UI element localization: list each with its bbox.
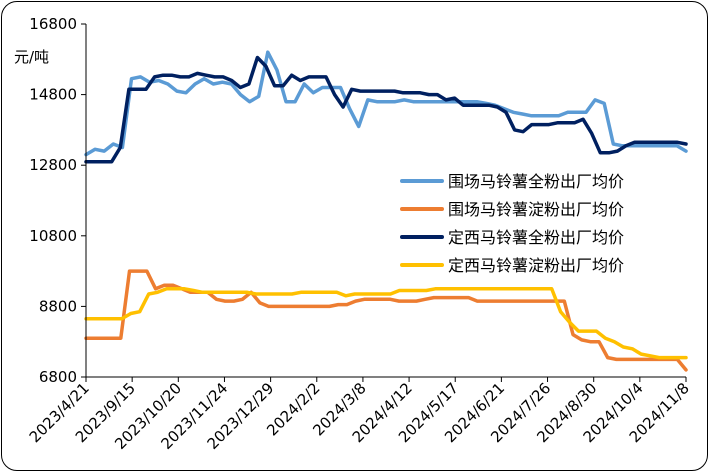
series-line-0: [84, 50, 688, 157]
y-axis-unit-label: 元/吨: [14, 48, 49, 66]
y-tick-label: 8800: [39, 297, 77, 315]
y-tick-label: 14800: [29, 86, 77, 104]
legend-label: 围场马铃薯淀粉出厂均价: [448, 200, 624, 219]
legend: 围场马铃薯全粉出厂均价围场马铃薯淀粉出厂均价定西马铃薯全粉出厂均价定西马铃薯淀粉…: [400, 172, 624, 275]
series-line-2: [84, 55, 688, 164]
y-tick-label: 12800: [29, 156, 77, 174]
series-line-1: [84, 269, 688, 372]
y-tick-label: 10800: [29, 227, 77, 245]
y-axis-ticks: 6800 8800 10800 12800 14800 16800: [29, 15, 86, 386]
legend-label: 围场马铃薯全粉出厂均价: [448, 172, 624, 191]
x-axis-ticks: 2023/4/212023/9/152023/10/202023/11/2420…: [26, 377, 693, 453]
series-layer: [84, 50, 688, 372]
legend-label: 定西马铃薯淀粉出厂均价: [448, 256, 624, 275]
series-line-3: [84, 287, 688, 360]
legend-label: 定西马铃薯全粉出厂均价: [448, 228, 624, 247]
y-tick-label: 16800: [29, 15, 77, 33]
y-tick-label: 6800: [39, 368, 77, 386]
